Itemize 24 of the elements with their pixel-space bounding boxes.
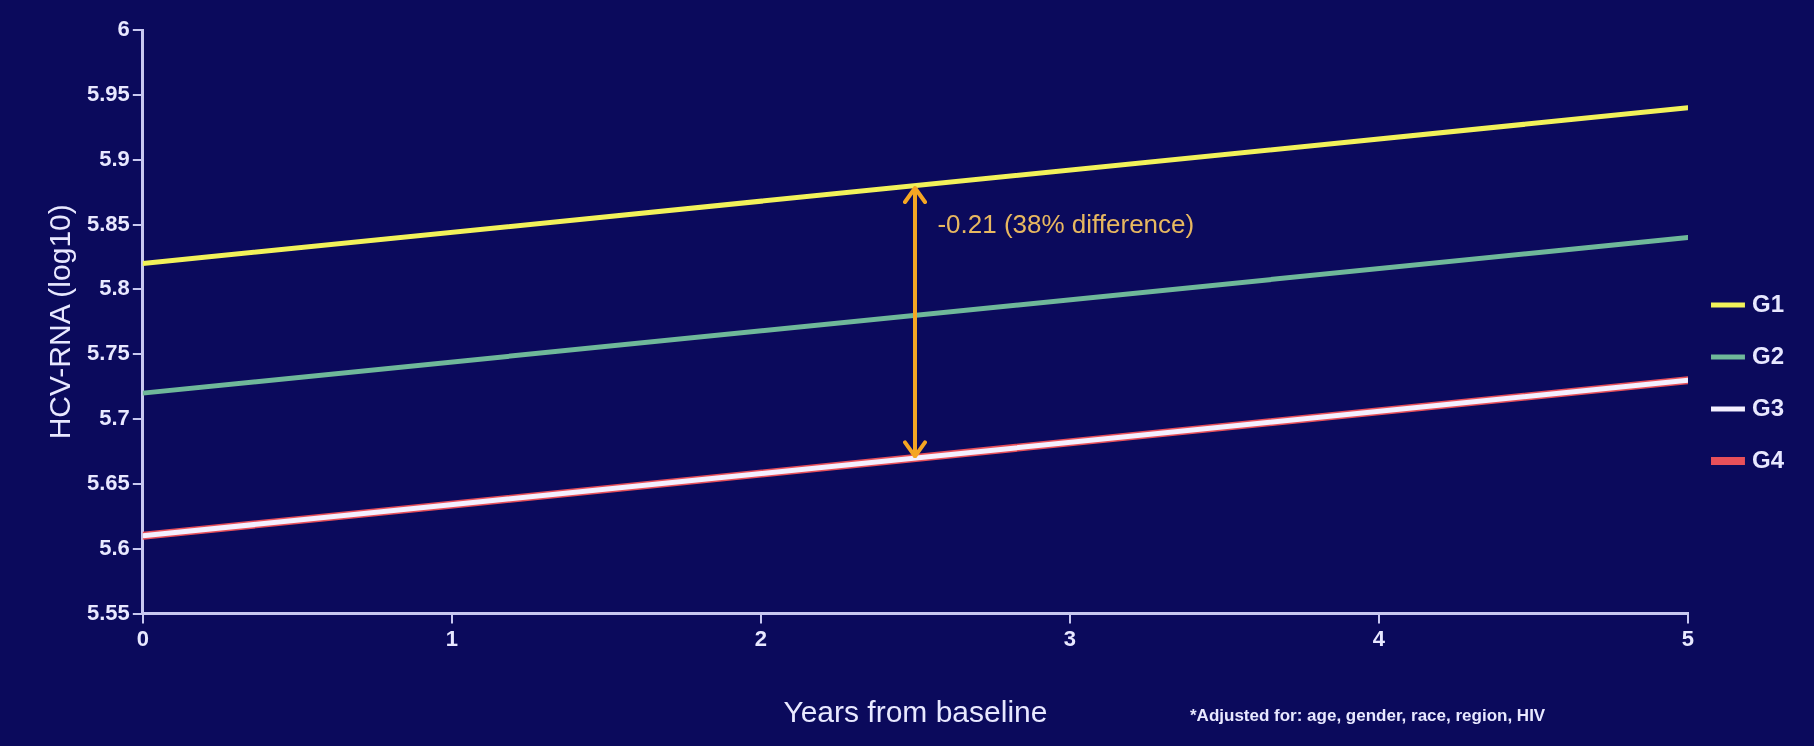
y-axis-title: HCV-RNA (log10): [43, 204, 77, 440]
x-tick-label: 2: [754, 625, 768, 651]
y-tick-label: 5.85: [86, 210, 130, 236]
legend-label: G2: [1751, 341, 1784, 369]
legend-label: G3: [1751, 393, 1784, 421]
y-tick-label: 5.7: [99, 405, 130, 431]
text: *Adjusted for: age, gender, race, region, HIV: [1190, 705, 1546, 725]
y-tick-label: 5.75: [86, 340, 130, 366]
x-tick-label: 0: [136, 625, 149, 651]
legend-label: G4: [1751, 445, 1785, 473]
y-tick-label: 5.65: [86, 469, 130, 495]
y-tick-label: 6: [117, 16, 130, 42]
x-tick-label: 1: [445, 625, 458, 651]
annotation: -0.21 (38% difference): [937, 208, 1195, 239]
x-tick-label: 3: [1063, 625, 1077, 651]
x-tick-label: 5: [1681, 625, 1695, 651]
y-tick-label: 5.6: [99, 534, 130, 560]
x-axis-title: Years from baseline: [783, 695, 1048, 729]
y-tick-label: 5.95: [86, 80, 130, 106]
x-tick-label: 4: [1372, 625, 1386, 651]
y-tick-label: 5.8: [99, 275, 130, 301]
y-tick-label: 5.55: [86, 599, 130, 625]
y-tick-label: 5.9: [99, 145, 130, 171]
legend-label: G1: [1751, 289, 1784, 317]
